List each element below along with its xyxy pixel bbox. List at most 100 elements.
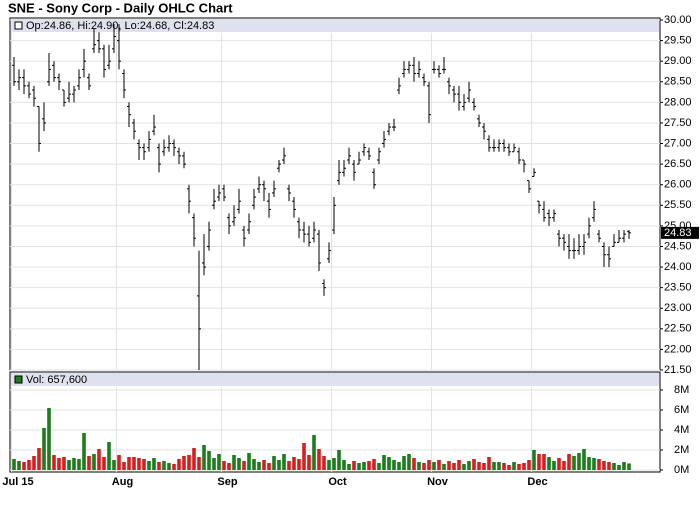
y-tick-label: 29.00 xyxy=(664,55,692,67)
volume-bar xyxy=(617,465,621,470)
volume-bar xyxy=(452,463,456,470)
y-tick-label: 30.00 xyxy=(664,14,692,26)
x-tick-label: Nov xyxy=(427,476,449,488)
volume-bar xyxy=(392,460,396,470)
volume-bar xyxy=(282,454,286,470)
volume-bar xyxy=(192,448,196,470)
volume-bar xyxy=(107,442,111,470)
volume-bar xyxy=(77,459,81,470)
volume-bar xyxy=(162,461,166,470)
volume-bar xyxy=(27,460,31,470)
volume-bar xyxy=(277,460,281,470)
volume-bar xyxy=(297,459,301,470)
volume-bar xyxy=(267,463,271,470)
volume-bar xyxy=(37,448,41,470)
volume-bar xyxy=(527,460,531,470)
volume-bar xyxy=(477,462,481,470)
volume-bar xyxy=(262,460,266,470)
volume-bar xyxy=(602,461,606,470)
x-tick-label: Aug xyxy=(112,476,133,488)
volume-bar xyxy=(432,462,436,470)
volume-bar xyxy=(362,462,366,470)
y-tick-label: 27.50 xyxy=(664,117,692,129)
volume-bar xyxy=(307,455,311,470)
y-tick-label: 28.50 xyxy=(664,76,692,88)
volume-bar xyxy=(97,449,101,470)
volume-bar xyxy=(587,457,591,470)
volume-bar xyxy=(417,462,421,470)
volume-bar xyxy=(562,461,566,470)
volume-bar xyxy=(502,463,506,470)
volume-bar xyxy=(32,456,36,470)
volume-bar xyxy=(247,453,251,470)
volume-bar xyxy=(612,463,616,470)
y-tick-label: 21.50 xyxy=(664,364,692,376)
volume-bar xyxy=(437,460,441,470)
volume-bar xyxy=(82,433,86,470)
volume-bar xyxy=(342,460,346,470)
volume-bar xyxy=(187,455,191,470)
volume-bar xyxy=(507,465,511,470)
volume-bar xyxy=(272,456,276,470)
volume-bar xyxy=(332,458,336,470)
y-tick-label: 8M xyxy=(674,384,689,396)
y-tick-label: 26.00 xyxy=(664,179,692,191)
volume-bar xyxy=(517,464,521,470)
y-tick-label: 23.00 xyxy=(664,302,692,314)
volume-bar xyxy=(397,462,401,470)
volume-bar xyxy=(607,462,611,470)
volume-bar xyxy=(172,464,176,470)
volume-bar xyxy=(317,449,321,470)
x-tick-label: Oct xyxy=(328,476,347,488)
volume-bar xyxy=(222,461,226,470)
chart-title: SNE - Sony Corp - Daily OHLC Chart xyxy=(8,0,233,15)
volume-bar xyxy=(542,454,546,470)
volume-bar xyxy=(352,461,356,470)
legend-icon xyxy=(14,375,23,384)
volume-bar xyxy=(377,463,381,470)
last-price-label: 24.83 xyxy=(664,227,692,239)
volume-bar xyxy=(337,450,341,470)
y-tick-label: 6M xyxy=(674,404,689,416)
volume-legend: Vol: 657,600 xyxy=(26,374,87,386)
volume-bar xyxy=(57,458,61,470)
volume-bar xyxy=(112,460,116,470)
y-tick-label: 24.00 xyxy=(664,261,692,273)
volume-bar xyxy=(117,455,121,470)
volume-bar xyxy=(482,463,486,470)
y-tick-label: 29.50 xyxy=(664,34,692,46)
volume-bar xyxy=(367,461,371,470)
volume-bar xyxy=(197,457,201,470)
volume-bar xyxy=(177,459,181,470)
last-price-box xyxy=(661,226,699,239)
volume-bar xyxy=(287,461,291,470)
volume-bar xyxy=(72,458,76,470)
volume-bar xyxy=(292,457,296,470)
volume-bar xyxy=(242,461,246,470)
volume-bar xyxy=(532,450,536,470)
volume-bar xyxy=(217,454,221,470)
volume-bar xyxy=(442,464,446,470)
y-tick-label: 4M xyxy=(674,424,689,436)
volume-bar xyxy=(212,458,216,470)
volume-bar xyxy=(92,454,96,470)
volume-bar xyxy=(47,408,51,470)
volume-bar xyxy=(182,456,186,470)
y-tick-label: 2M xyxy=(674,444,689,456)
volume-bar xyxy=(457,460,461,470)
volume-bar xyxy=(387,457,391,470)
volume-bar xyxy=(302,443,306,470)
volume-bar xyxy=(572,456,576,470)
volume-bar xyxy=(622,462,626,470)
x-tick-label: Sep xyxy=(217,476,237,488)
legend-icon xyxy=(14,21,23,30)
volume-bar xyxy=(147,461,151,470)
y-tick-label: 26.50 xyxy=(664,158,692,170)
volume-bar xyxy=(512,462,516,470)
volume-bar xyxy=(577,453,581,470)
marks xyxy=(12,24,631,470)
volume-bar xyxy=(357,463,361,470)
volume-bar xyxy=(207,451,211,470)
